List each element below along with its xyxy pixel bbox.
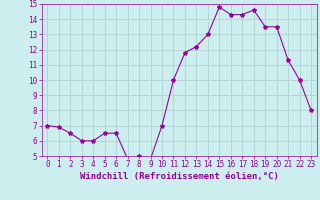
X-axis label: Windchill (Refroidissement éolien,°C): Windchill (Refroidissement éolien,°C)	[80, 172, 279, 181]
